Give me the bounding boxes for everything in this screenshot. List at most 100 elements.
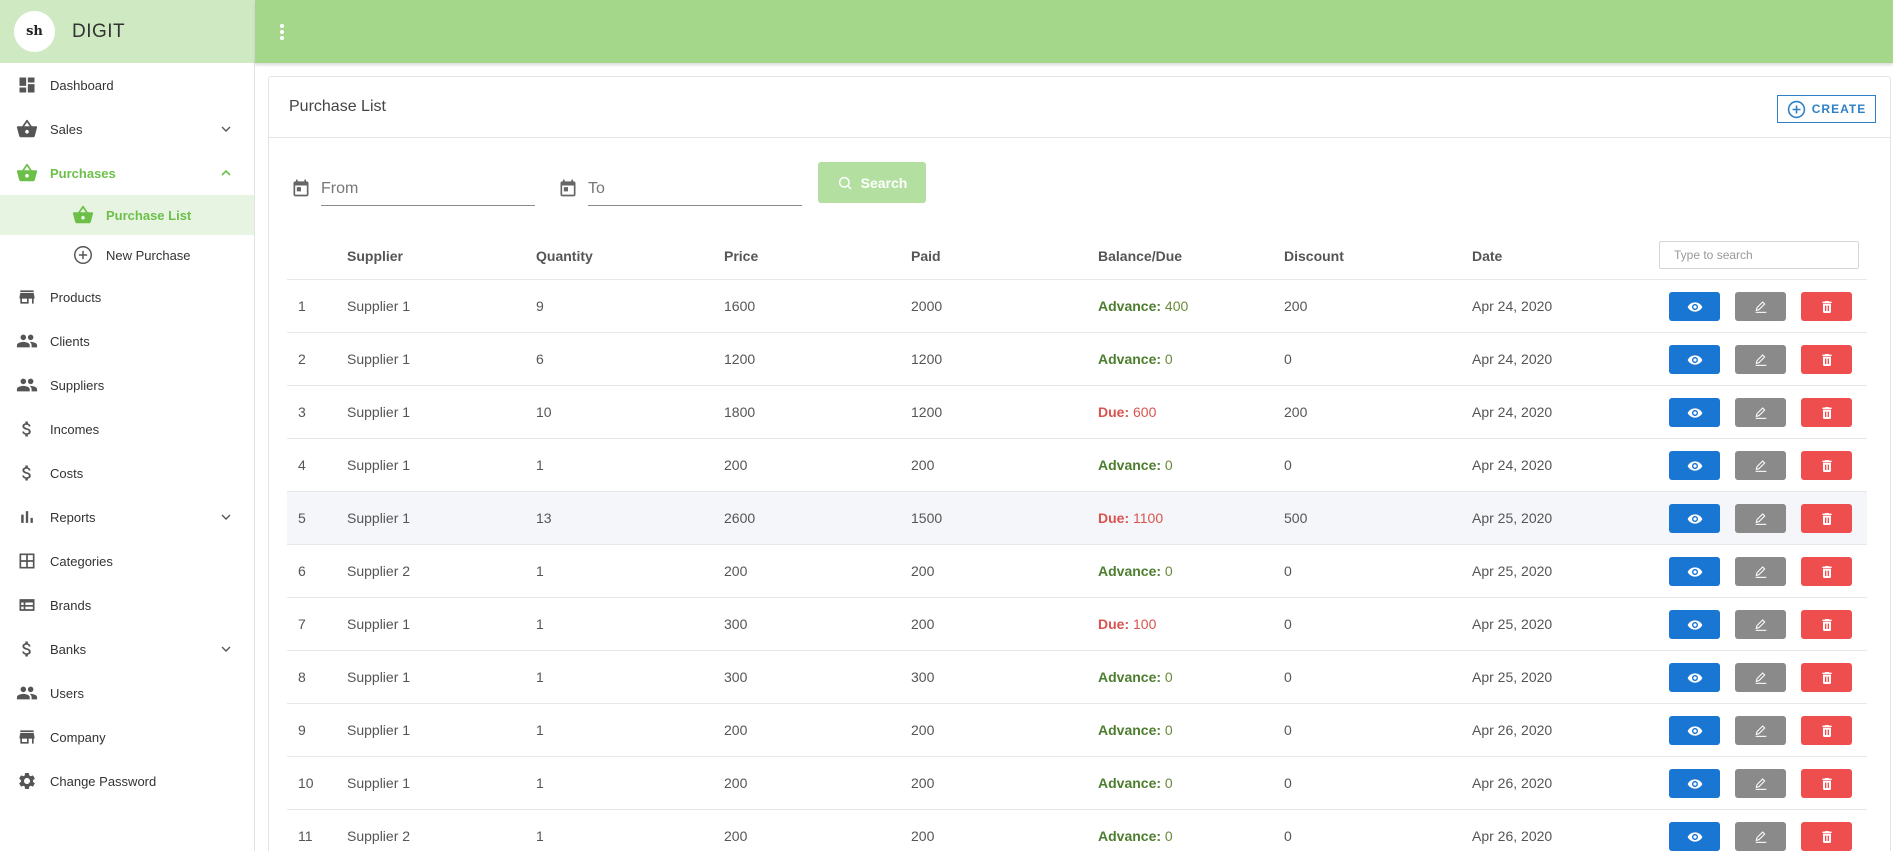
edit-button[interactable] [1735,663,1786,692]
edit-button[interactable] [1735,557,1786,586]
table-row: 11 Supplier 2 1 200 200 Advance: 0 0 Apr 26, 20… [287,810,1867,851]
sidebar: sh DIGIT Dashboard Sales Purchases Purchase… [0,0,255,851]
table-row: 3 Supplier 1 10 1800 1200 Due: 600 200 Apr 24, … [287,386,1867,439]
sidebar-item-dashboard[interactable]: Dashboard [0,63,254,107]
trash-icon [1819,776,1835,792]
delete-button[interactable] [1801,451,1852,480]
sidebar-item-brands[interactable]: Brands [0,583,254,627]
chevron-down-icon[interactable] [218,641,234,657]
from-date-input[interactable] [321,172,535,206]
header-quantity[interactable]: Quantity [536,247,593,264]
people-icon [16,330,38,352]
cell-balance: Advance: 0 [1098,563,1173,579]
cell-supplier: Supplier 1 [347,722,411,738]
view-button[interactable] [1669,504,1720,533]
sidebar-item-products[interactable]: Products [0,275,254,319]
delete-button[interactable] [1801,716,1852,745]
header-discount[interactable]: Discount [1284,247,1344,264]
header-balance[interactable]: Balance/Due [1098,247,1183,264]
cell-date: Apr 25, 2020 [1472,563,1553,579]
sidebar-item-banks[interactable]: Banks [0,627,254,671]
delete-button[interactable] [1801,822,1852,851]
delete-button[interactable] [1801,292,1852,321]
balance-label: Advance: [1098,298,1162,314]
edit-button[interactable] [1735,822,1786,851]
view-button[interactable] [1669,451,1720,480]
sidebar-item-categories[interactable]: Categories [0,539,254,583]
search-button[interactable]: Search [818,162,926,203]
edit-button[interactable] [1735,345,1786,374]
header-date[interactable]: Date [1472,247,1503,264]
chevron-down-icon[interactable] [218,121,234,137]
edit-button[interactable] [1735,398,1786,427]
cell-discount: 0 [1284,722,1292,738]
sidebar-item-reports[interactable]: Reports [0,495,254,539]
view-button[interactable] [1669,822,1720,851]
edit-button[interactable] [1735,716,1786,745]
cell-paid: 1200 [911,351,943,367]
pencil-icon [1753,723,1769,739]
edit-button[interactable] [1735,610,1786,639]
delete-button[interactable] [1801,345,1852,374]
header-paid[interactable]: Paid [911,247,941,264]
view-button[interactable] [1669,292,1720,321]
balance-label: Advance: [1098,457,1162,473]
delete-button[interactable] [1801,663,1852,692]
cell-price: 1600 [724,298,756,314]
table-row: 4 Supplier 1 1 200 200 Advance: 0 0 Apr 24, 202… [287,439,1867,492]
dollar-icon [16,418,38,440]
cell-price: 200 [724,457,748,473]
cell-quantity: 1 [536,457,544,473]
calendar-icon[interactable] [558,178,578,198]
sidebar-item-costs[interactable]: Costs [0,451,254,495]
to-date-field [558,170,802,206]
cell-price: 200 [724,722,748,738]
sidebar-item-purchases[interactable]: Purchases [0,151,254,195]
view-button[interactable] [1669,716,1720,745]
view-button[interactable] [1669,398,1720,427]
cell-supplier: Supplier 1 [347,298,411,314]
create-button[interactable]: CREATE [1777,95,1876,123]
edit-button[interactable] [1735,504,1786,533]
delete-button[interactable] [1801,398,1852,427]
sidebar-item-company[interactable]: Company [0,715,254,759]
from-date-field [291,170,535,206]
edit-button[interactable] [1735,769,1786,798]
table-row: 8 Supplier 1 1 300 300 Advance: 0 0 Apr 25, 202… [287,651,1867,704]
edit-button[interactable] [1735,292,1786,321]
sidebar-item-sales[interactable]: Sales [0,107,254,151]
cell-balance: Advance: 400 [1098,298,1188,314]
table-search-input[interactable] [1659,241,1859,269]
view-button[interactable] [1669,610,1720,639]
logo[interactable]: sh [14,11,55,52]
sidebar-subitem-new-purchase[interactable]: New Purchase [0,235,254,275]
view-button[interactable] [1669,557,1720,586]
calendar-icon[interactable] [291,178,311,198]
chevron-down-icon[interactable] [218,509,234,525]
bar-chart-icon [16,506,38,528]
chevron-up-icon[interactable] [218,165,234,181]
to-date-input[interactable] [588,172,802,206]
cell-index: 8 [298,669,306,685]
header-supplier[interactable]: Supplier [347,247,404,264]
header-price[interactable]: Price [724,247,759,264]
sidebar-item-clients[interactable]: Clients [0,319,254,363]
row-actions [1669,769,1867,798]
delete-button[interactable] [1801,610,1852,639]
sidebar-item-suppliers[interactable]: Suppliers [0,363,254,407]
sidebar-item-change-password[interactable]: Change Password [0,759,254,803]
delete-button[interactable] [1801,769,1852,798]
sidebar-item-users[interactable]: Users [0,671,254,715]
view-button[interactable] [1669,345,1720,374]
delete-button[interactable] [1801,557,1852,586]
sidebar-item-incomes[interactable]: Incomes [0,407,254,451]
cell-discount: 0 [1284,616,1292,632]
view-button[interactable] [1669,769,1720,798]
card-header: Purchase List CREATE [269,77,1890,138]
sidebar-subitem-purchase-list[interactable]: Purchase List [0,195,254,235]
more-menu-icon[interactable] [277,21,287,43]
delete-button[interactable] [1801,504,1852,533]
cell-balance: Due: 1100 [1098,510,1163,526]
view-button[interactable] [1669,663,1720,692]
edit-button[interactable] [1735,451,1786,480]
